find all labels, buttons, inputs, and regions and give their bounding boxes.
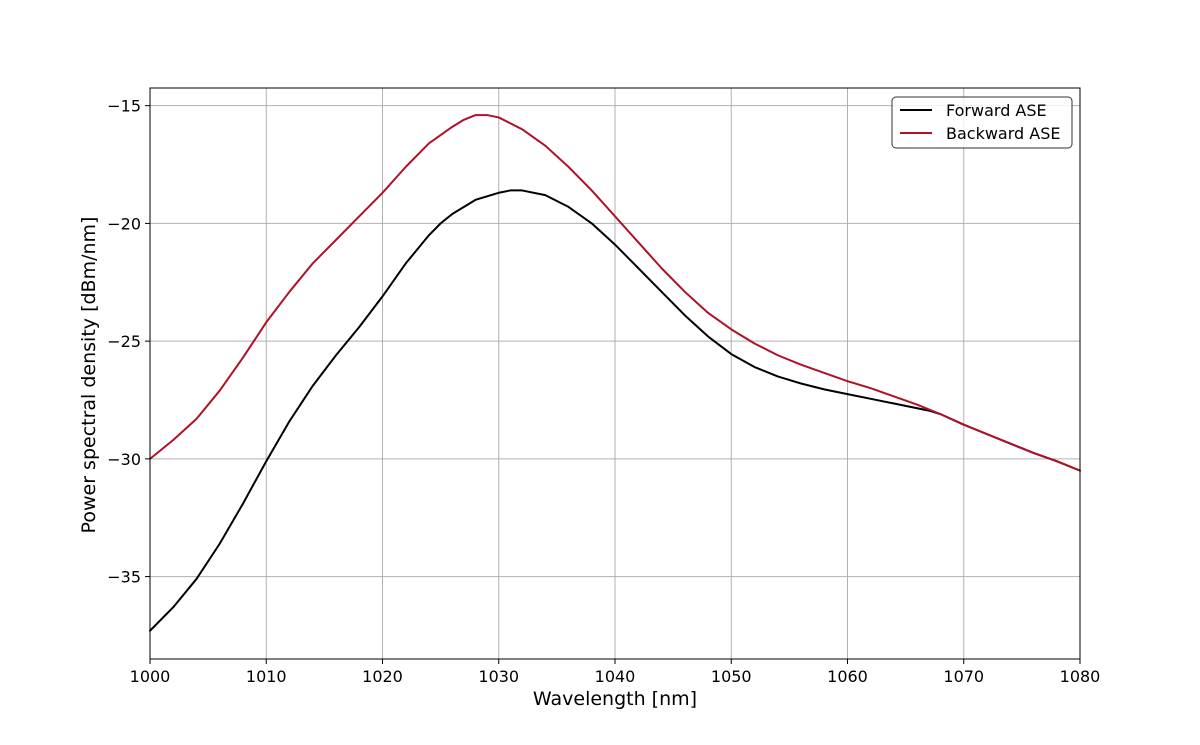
y-axis-title: Power spectral density [dBm/nm] <box>78 217 100 534</box>
legend-label-forward: Forward ASE <box>946 101 1047 120</box>
backward-ase-line <box>149 114 1081 472</box>
grid <box>149 88 1081 659</box>
y-tick-label: −25 <box>107 332 141 351</box>
axis-ticks: 1000 1010 1020 1030 1040 1050 1060 1070 1080 −35 −… <box>107 97 1100 686</box>
x-tick-label: 1050 <box>711 667 752 686</box>
x-tick-label: 1010 <box>246 667 287 686</box>
y-tick-label: −20 <box>107 214 141 233</box>
series-group <box>149 114 1081 632</box>
x-tick-label: 1070 <box>943 667 984 686</box>
x-tick-label: 1080 <box>1060 667 1101 686</box>
x-tick-label: 1060 <box>827 667 868 686</box>
y-tick-label: −35 <box>107 568 141 587</box>
forward-ase-line <box>149 189 1081 632</box>
y-tick-label: −30 <box>107 450 141 469</box>
x-tick-label: 1030 <box>478 667 519 686</box>
x-axis-title: Wavelength [nm] <box>533 688 697 710</box>
legend-frame <box>891 96 1073 149</box>
x-tick-label: 1000 <box>130 667 171 686</box>
x-tick-label: 1020 <box>362 667 403 686</box>
legend-label-backward: Backward ASE <box>946 124 1060 143</box>
legend: Forward ASE Backward ASE <box>891 96 1073 149</box>
x-tick-label: 1040 <box>595 667 636 686</box>
y-tick-label: −15 <box>107 97 141 116</box>
